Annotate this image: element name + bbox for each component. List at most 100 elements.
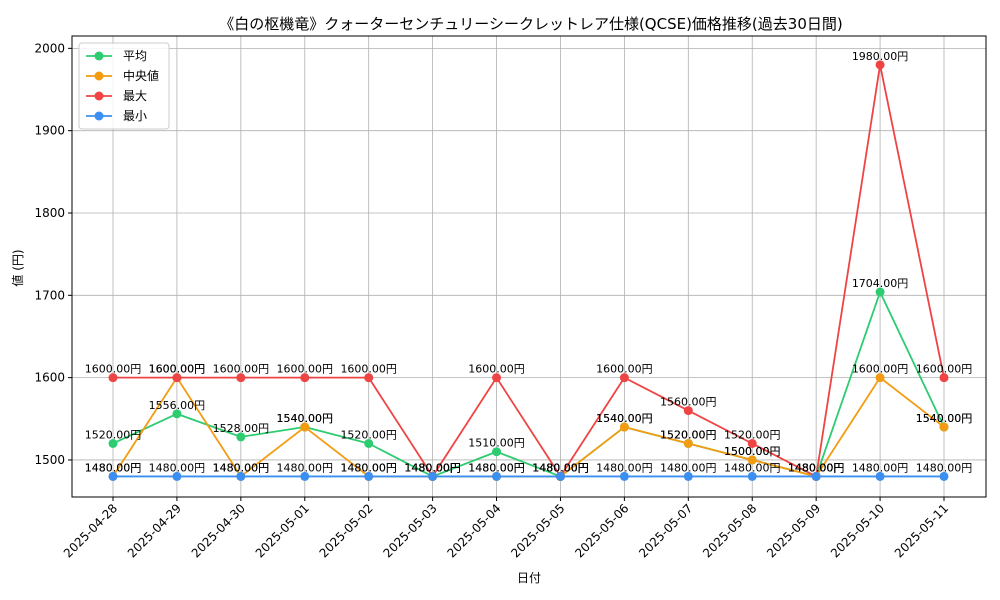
- data-label: 1480.00円: [404, 461, 461, 474]
- x-tick-label: 2025-05-06: [572, 501, 631, 560]
- data-label: 1480.00円: [788, 461, 845, 474]
- data-label: 1480.00円: [660, 461, 717, 474]
- data-label: 1520.00円: [340, 428, 397, 441]
- data-label: 1500.00円: [724, 445, 781, 458]
- data-label: 1600.00円: [468, 363, 525, 376]
- data-label: 1540.00円: [596, 412, 653, 425]
- data-label: 1480.00円: [532, 461, 589, 474]
- data-label: 1520.00円: [660, 428, 717, 441]
- data-label: 1480.00円: [277, 461, 334, 474]
- data-label: 1480.00円: [788, 461, 845, 474]
- x-tick-label: 2025-05-07: [636, 501, 695, 560]
- data-label: 1480.00円: [468, 461, 525, 474]
- data-label: 1540.00円: [596, 412, 653, 425]
- legend-entry: 最大: [123, 89, 147, 103]
- data-label: 1600.00円: [596, 363, 653, 376]
- data-label: 1480.00円: [916, 461, 973, 474]
- data-point: [875, 60, 885, 70]
- x-tick-label: 2025-05-11: [892, 501, 951, 560]
- data-label: 1480.00円: [532, 461, 589, 474]
- data-label: 1520.00円: [660, 428, 717, 441]
- y-axis-label: 値 (円): [10, 249, 25, 286]
- data-label: 1600.00円: [277, 363, 334, 376]
- legend-box: [78, 42, 170, 130]
- data-label: 1600.00円: [213, 363, 270, 376]
- data-point: [555, 471, 565, 481]
- data-point: [683, 406, 693, 416]
- data-label: 1600.00円: [916, 363, 973, 376]
- y-axis: 1500 1600 1700 1800 1900 2000: [34, 41, 72, 467]
- data-label: 1480.00円: [532, 461, 589, 474]
- x-tick-label: 2025-04-29: [125, 501, 184, 560]
- data-point: [619, 471, 629, 481]
- data-label: 1704.00円: [852, 277, 909, 290]
- data-point: [108, 438, 118, 448]
- legend-swatch-marker: [94, 111, 104, 121]
- x-tick-label: 2025-05-04: [444, 501, 503, 560]
- data-point: [108, 373, 118, 383]
- data-label: 1480.00円: [468, 461, 525, 474]
- data-labels: 1520.00円 1556.00円 1528.00円 1540.00円 1520.00円…: [85, 50, 973, 475]
- data-label: 1480.00円: [852, 461, 909, 474]
- data-point: [428, 471, 438, 481]
- data-point: [875, 373, 885, 383]
- legend-swatch-marker: [94, 51, 104, 61]
- data-label: 1480.00円: [532, 461, 589, 474]
- data-point: [747, 455, 757, 465]
- data-label: 1480.00円: [340, 461, 397, 474]
- series-3: [108, 471, 949, 481]
- data-label: 1600.00円: [149, 363, 206, 376]
- data-label: 1480.00円: [788, 461, 845, 474]
- data-point: [492, 373, 502, 383]
- data-label: 1540.00円: [277, 412, 334, 425]
- data-label: 1980.00円: [852, 50, 909, 63]
- x-tick-label: 2025-05-09: [764, 501, 823, 560]
- x-tick-label: 2025-05-01: [253, 501, 312, 560]
- x-tick-label: 2025-05-10: [828, 501, 887, 560]
- data-label: 1520.00円: [85, 428, 142, 441]
- data-point: [939, 373, 949, 383]
- data-label: 1540.00円: [277, 412, 334, 425]
- grid: [72, 36, 986, 497]
- data-label: 1600.00円: [340, 363, 397, 376]
- data-point: [300, 373, 310, 383]
- data-label: 1600.00円: [852, 363, 909, 376]
- data-point: [172, 373, 182, 383]
- data-point: [747, 471, 757, 481]
- data-point: [619, 373, 629, 383]
- data-label: 1540.00円: [916, 412, 973, 425]
- data-point: [364, 373, 374, 383]
- data-label: 1600.00円: [85, 363, 142, 376]
- legend-swatch-marker: [94, 71, 104, 81]
- data-point: [683, 438, 693, 448]
- data-point: [492, 447, 502, 457]
- x-axis-label: 日付: [517, 571, 541, 585]
- data-point: [300, 471, 310, 481]
- data-label: 1480.00円: [213, 461, 270, 474]
- data-label: 1556.00円: [149, 399, 206, 412]
- data-point: [683, 471, 693, 481]
- plot-frame: [71, 35, 987, 498]
- legend-entry: 最小: [123, 109, 147, 123]
- data-point: [619, 422, 629, 432]
- data-point: [939, 471, 949, 481]
- legend-entry: 中央値: [123, 68, 159, 83]
- legend-swatch-marker: [94, 91, 104, 101]
- data-label: 1480.00円: [149, 461, 206, 474]
- series-line: [112, 291, 945, 478]
- data-label: 1500.00円: [724, 445, 781, 458]
- y-tick-label: 1600: [34, 371, 65, 385]
- data-point: [747, 438, 757, 448]
- series-0: [108, 287, 949, 481]
- series-2: [108, 60, 949, 481]
- data-label: 1480.00円: [213, 461, 270, 474]
- data-point: [875, 287, 885, 297]
- legend-entry: 平均: [123, 49, 147, 63]
- x-axis: 2025-04-28 2025-04-29 2025-04-30 2025-05-01…: [61, 497, 951, 560]
- data-label: 1480.00円: [404, 461, 461, 474]
- data-label: 1480.00円: [404, 461, 461, 474]
- data-point: [236, 432, 246, 442]
- x-tick-label: 2025-04-30: [189, 501, 248, 560]
- x-tick-label: 2025-04-28: [61, 501, 120, 560]
